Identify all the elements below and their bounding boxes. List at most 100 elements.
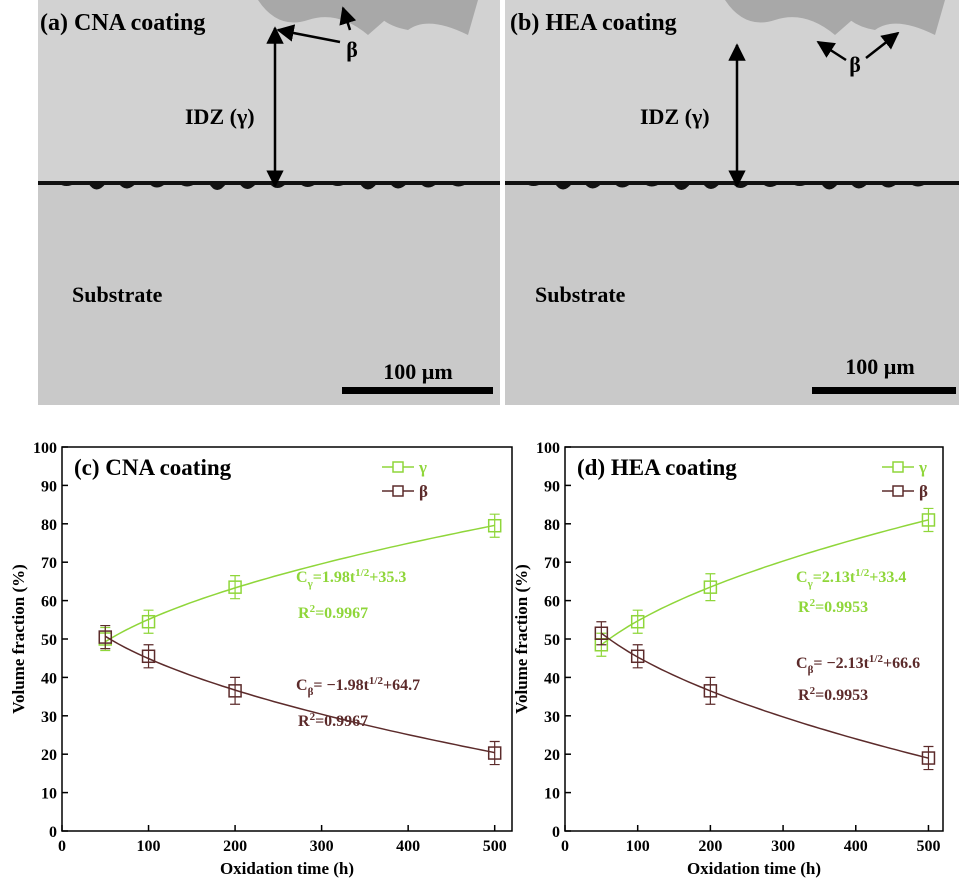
legend-marker [892,461,904,473]
pore [299,183,318,187]
fit-equation-part: C [296,677,308,694]
idz-label: IDZ (γ) [185,104,255,129]
x-tick-label: 0 [561,838,569,855]
marker [141,649,156,664]
pore [449,183,468,187]
y-tick-label: 70 [544,555,560,572]
fit-equation-part: C [796,655,808,672]
fit-equation-part: γ [307,578,313,590]
legend-label: γ [418,458,427,477]
r-squared-part: R [798,599,810,616]
error-bar [489,513,500,538]
y-tick-label: 0 [49,824,57,841]
fit-curve [104,524,495,643]
x-tick-label: 400 [844,838,868,855]
scale-bar [342,387,493,394]
arrow [339,6,357,31]
marker [487,518,502,533]
error-bar [632,609,643,634]
chart-title: (c) CNA coating [74,455,232,480]
marker [630,614,645,629]
r-squared: R2=0.9967 [298,603,368,622]
substrate-label: Substrate [72,282,163,307]
y-tick-label: 40 [41,670,57,687]
y-tick-label: 80 [544,517,560,534]
y-axis-label: Volume fraction (%) [512,564,531,714]
pore [702,183,721,189]
error-bar [923,745,934,771]
error-bar [230,676,241,705]
fit-equation-part: C [296,569,308,586]
panel-label: (b) HEA coating [510,10,677,36]
x-tick-label: 300 [771,838,795,855]
fit-equation-part: +33.4 [869,569,906,586]
pore [525,183,543,186]
pore [148,183,167,188]
fit-equation: Cβ= −2.13t1/2+66.6 [796,653,920,676]
error-bar [230,575,241,600]
y-tick-label: 20 [544,747,560,764]
pore [820,183,839,190]
fit-equation-part: =2.13t [813,569,856,586]
pore [118,183,137,189]
r-squared-part: =0.9953 [815,599,868,616]
scale-label: 100 µm [845,354,915,379]
y-tick-label: 80 [41,517,57,534]
pore [791,183,810,186]
r-squared-part: =0.9967 [315,605,368,622]
x-axis-label: Oxidation time (h) [687,859,821,878]
legend-marker [392,461,404,473]
marker [487,746,502,760]
y-tick-label: 10 [544,786,560,803]
fit-curve [104,635,495,754]
fit-curve [600,632,929,759]
error-bar [923,507,934,533]
y-tick-label: 100 [536,440,560,457]
marker [921,513,936,527]
pore [879,183,898,188]
pore [178,183,197,187]
x-tick-label: 100 [137,838,161,855]
r-squared-part: 2 [810,685,816,697]
marker [141,614,156,629]
fit-equation-part: = −1.98t [313,677,369,694]
error-bar [100,624,111,650]
r-squared-part: 2 [310,603,316,615]
r-squared: R2=0.9953 [798,597,868,616]
fit-equation: Cγ=1.98t1/2+35.3 [296,567,406,590]
plot-frame [61,446,513,832]
x-tick-label: 400 [396,838,420,855]
fit-equation-part: +64.7 [383,677,420,694]
y-tick-label: 70 [41,555,57,572]
r-squared-part: R [798,687,810,704]
legend-marker [892,485,904,497]
error-bar [489,740,500,766]
beta-phase [258,0,478,35]
x-tick-label: 200 [223,838,247,855]
arrow [865,31,900,59]
pore [359,183,378,190]
legend-label: β [419,482,428,501]
r-squared-part: 2 [810,597,816,609]
pore [419,183,438,188]
pore [389,183,408,189]
arrow [276,24,341,44]
idz-label: IDZ (γ) [640,104,710,129]
pore [208,183,227,190]
x-tick-label: 100 [626,838,650,855]
x-tick-label: 200 [698,838,722,855]
substrate-label: Substrate [535,282,626,307]
marker [228,684,242,698]
plot-frame [564,446,944,832]
error-bar [143,644,154,669]
pore [850,183,869,189]
marker [98,630,113,644]
fit-equation-part: = −2.13t [813,655,869,672]
pore [88,183,107,190]
pore [58,183,76,186]
y-tick-label: 0 [552,824,560,841]
pore [584,183,603,189]
fit-equation-part: γ [807,578,813,590]
